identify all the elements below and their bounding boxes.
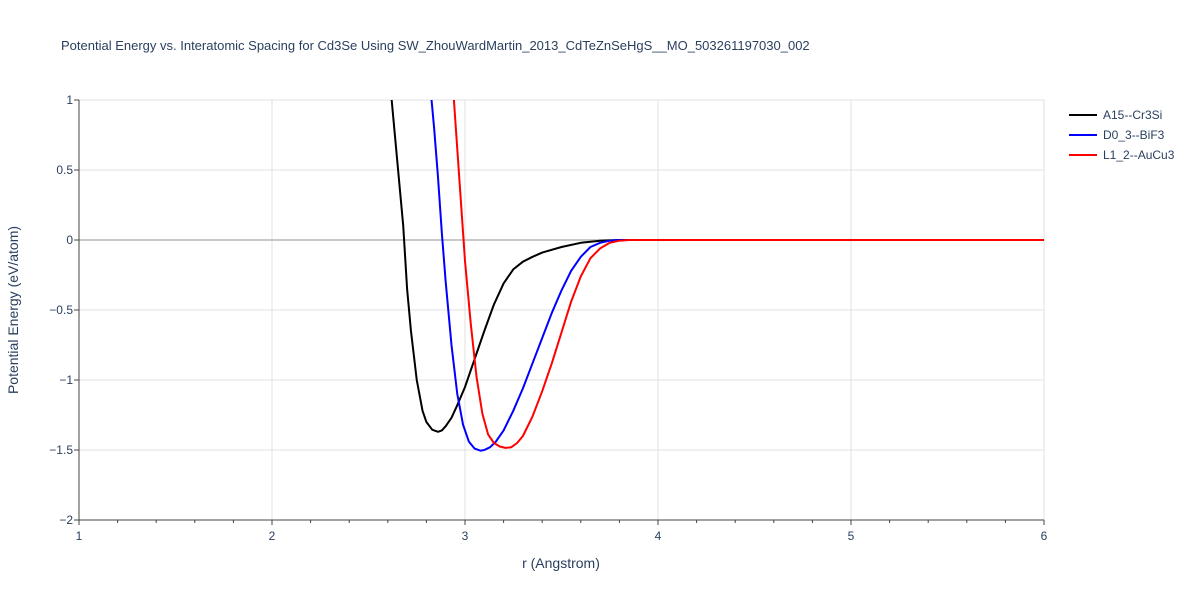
legend-label: D0_3--BiF3 xyxy=(1103,128,1165,142)
y-tick-label: 0 xyxy=(66,233,73,247)
x-tick-label: 5 xyxy=(848,529,855,543)
legend[interactable]: A15--Cr3Si D0_3--BiF3 L1_2--AuCu3 xyxy=(1069,108,1175,162)
series-layer xyxy=(390,100,1044,452)
x-axis-title: r (Angstrom) xyxy=(522,555,600,571)
y-tick-label: −1.5 xyxy=(49,443,73,457)
x-tick-label: 3 xyxy=(462,529,469,543)
y-axis-title: Potential Energy (eV/atom) xyxy=(5,226,21,394)
axes: 1 2 3 4 5 6 −2 −1.5 −1 −0.5 0 0.5 1 xyxy=(49,93,1047,543)
y-tick-label: 0.5 xyxy=(56,163,73,177)
x-tick-label: 6 xyxy=(1041,529,1048,543)
y-tick-label: 1 xyxy=(66,93,73,107)
y-tick-label: −1 xyxy=(59,373,73,387)
series-line-0 xyxy=(390,100,1044,433)
y-tick-label: −2 xyxy=(59,513,73,527)
x-tick-label: 4 xyxy=(655,529,662,543)
series-line-1 xyxy=(430,100,1044,452)
grid xyxy=(79,99,1045,520)
y-tick-label: −0.5 xyxy=(49,303,73,317)
legend-item[interactable]: L1_2--AuCu3 xyxy=(1069,148,1175,162)
legend-label: A15--Cr3Si xyxy=(1103,108,1162,122)
chart-title: Potential Energy vs. Interatomic Spacing… xyxy=(61,38,810,53)
legend-item[interactable]: D0_3--BiF3 xyxy=(1069,128,1165,142)
series-line-2 xyxy=(452,100,1044,449)
x-tick-label: 1 xyxy=(76,529,83,543)
legend-label: L1_2--AuCu3 xyxy=(1103,148,1175,162)
x-tick-label: 2 xyxy=(269,529,276,543)
legend-item[interactable]: A15--Cr3Si xyxy=(1069,108,1162,122)
